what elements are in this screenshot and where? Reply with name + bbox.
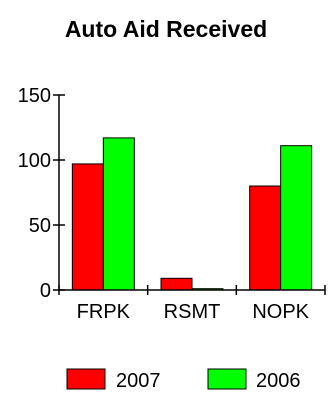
legend: 2007 2006	[66, 368, 301, 392]
legend-swatch-2007	[66, 368, 106, 390]
bar-nopk-2007	[249, 185, 282, 291]
bar-frpk-2006	[102, 137, 135, 291]
chart-title: Auto Aid Received	[65, 16, 267, 42]
y-tick-label: 50	[29, 215, 51, 237]
plot-area: 0 50 100 150 FRPK RSMT NOPK	[18, 85, 326, 323]
bar-frpk-2007	[71, 163, 104, 291]
y-tick-label: 150	[18, 85, 51, 107]
bar-nopk-2006	[280, 145, 313, 291]
legend-swatch-2006	[207, 368, 247, 390]
bar-rsmt-2007	[160, 277, 193, 291]
legend-label-2007: 2007	[116, 370, 161, 392]
legend-label-2006: 2006	[256, 370, 301, 392]
x-tick-label: RSMT	[164, 301, 221, 323]
x-tick-label: NOPK	[252, 301, 309, 323]
x-tick-label: FRPK	[77, 301, 131, 323]
y-tick-label: 100	[18, 150, 51, 172]
y-tick-label: 0	[40, 280, 51, 302]
